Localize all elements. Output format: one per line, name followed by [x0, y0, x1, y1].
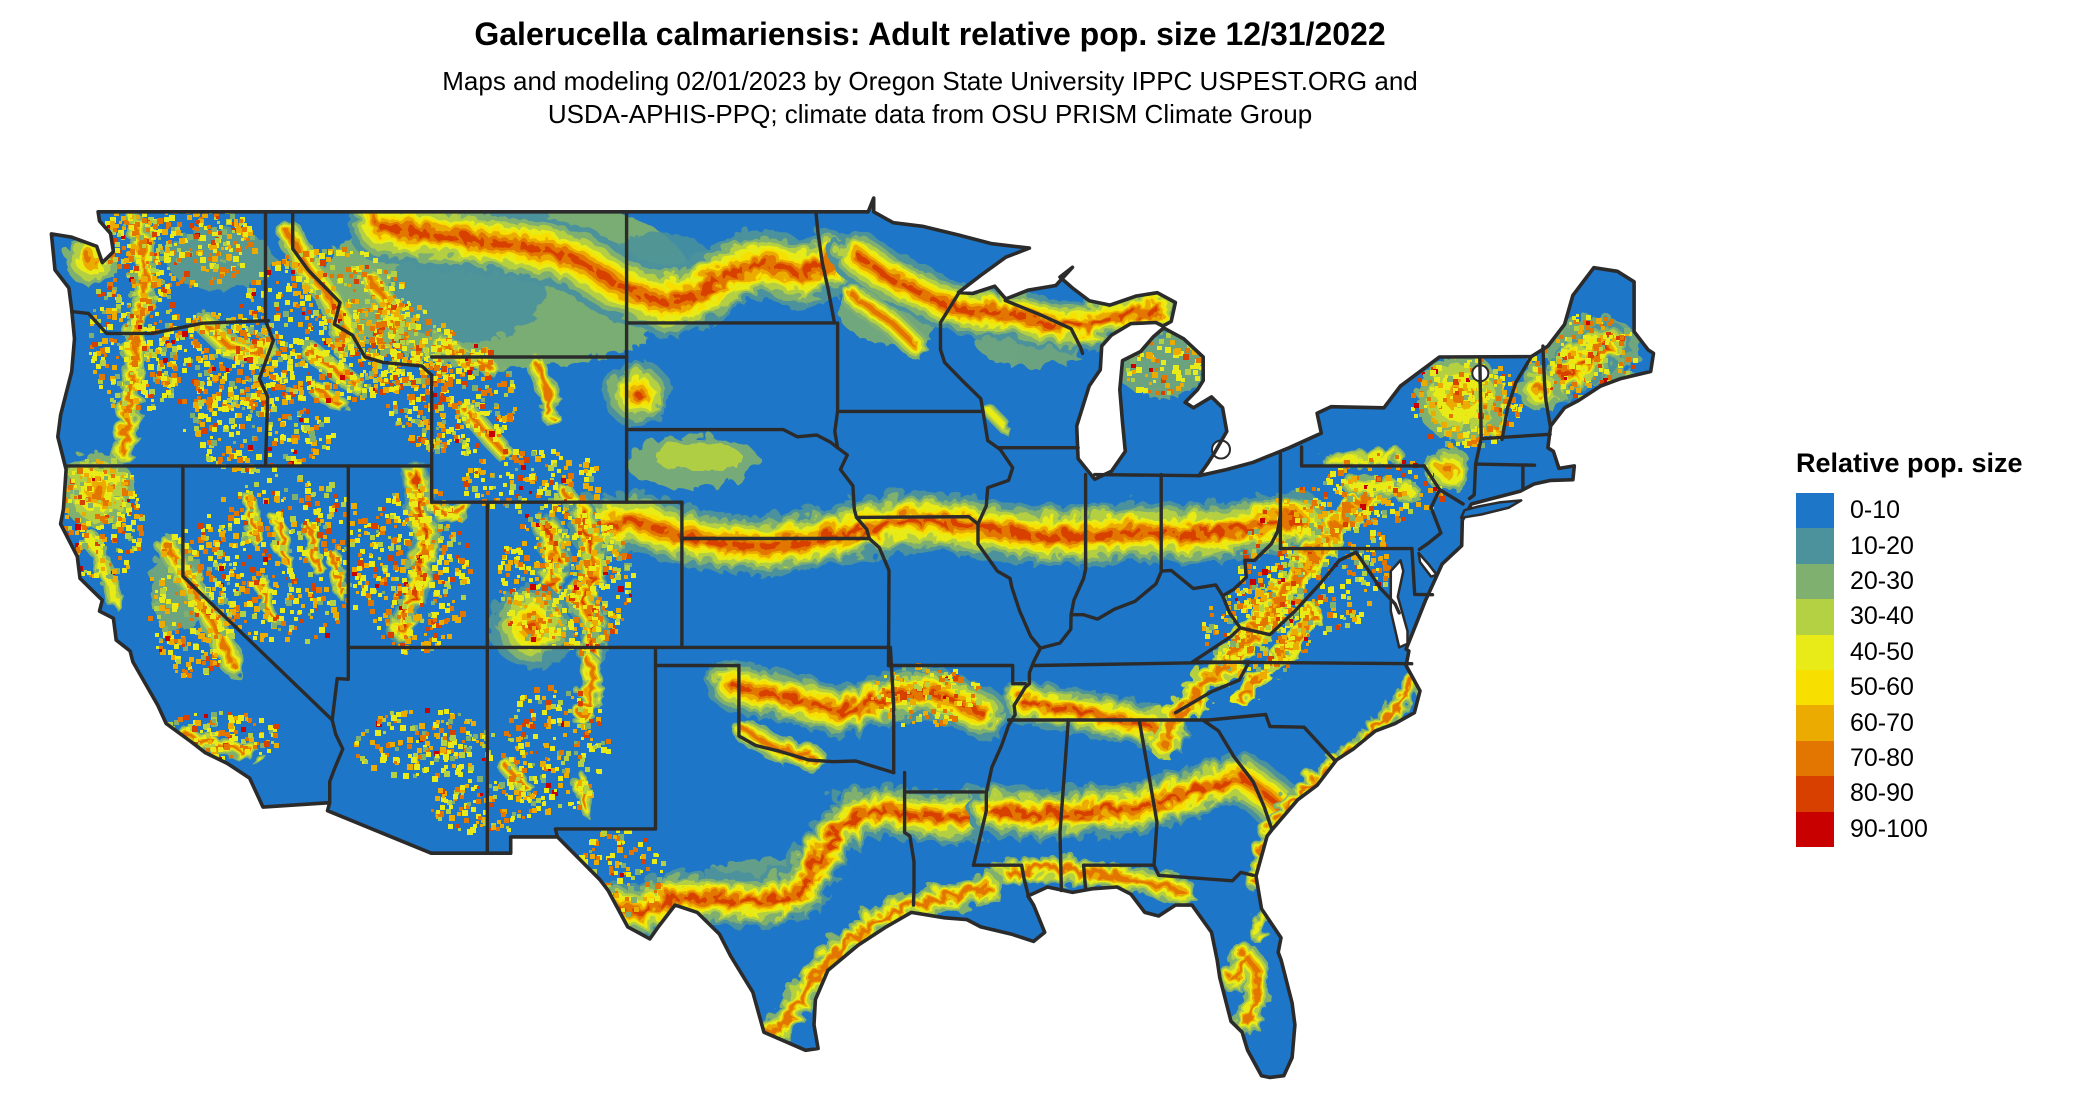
- legend-item: 70-80: [1796, 740, 2096, 777]
- legend-item: 80-90: [1796, 776, 2096, 812]
- figure-title: Galerucella calmariensis: Adult relative…: [474, 16, 1386, 52]
- legend-bin-label: 70-80: [1850, 743, 1914, 772]
- legend-swatch: [1796, 563, 1834, 600]
- legend-item: 10-20: [1796, 528, 2096, 564]
- legend-bin-label: 0-10: [1850, 496, 1901, 525]
- legend-swatch: [1796, 740, 1834, 777]
- legend-item: 60-70: [1796, 705, 2096, 741]
- legend-swatch: [1796, 776, 1834, 812]
- legend-title: Relative pop. size: [1796, 448, 2023, 478]
- legend-bin-label: 50-60: [1850, 673, 1914, 702]
- legend-item: 40-50: [1796, 634, 2096, 670]
- legend-swatch: [1796, 705, 1834, 741]
- legend-item: 0-10: [1796, 493, 2096, 529]
- figure-subtitle-line1: Maps and modeling 02/01/2023 by Oregon S…: [442, 66, 1418, 96]
- legend-bin-label: 60-70: [1850, 708, 1914, 737]
- legend-bin-label: 40-50: [1850, 637, 1914, 666]
- legend-bin-label: 10-20: [1850, 531, 1914, 560]
- legend-item: 30-40: [1796, 599, 2096, 635]
- legend: Relative pop. size 0-10 10-20 20-30 30-40 40…: [1796, 448, 2096, 847]
- legend-swatch: [1796, 528, 1834, 564]
- legend-item: 20-30: [1796, 563, 2096, 600]
- legend-item: 90-100: [1796, 811, 2096, 847]
- legend-swatch: [1796, 811, 1834, 847]
- legend-swatch: [1796, 669, 1834, 706]
- legend-bin-label: 80-90: [1850, 779, 1914, 808]
- figure-subtitle: Maps and modeling 02/01/2023 by Oregon S…: [0, 65, 1860, 131]
- legend-items: 0-10 10-20 20-30 30-40 40-50 50-60 60-70 70-80 8…: [1796, 493, 2096, 847]
- legend-item: 50-60: [1796, 669, 2096, 706]
- legend-bin-label: 20-30: [1850, 566, 1914, 595]
- legend-bin-label: 30-40: [1850, 602, 1914, 631]
- legend-bin-label: 90-100: [1850, 814, 1928, 843]
- legend-swatch: [1796, 599, 1834, 635]
- figure-header: Galerucella calmariensis: Adult relative…: [0, 16, 1860, 131]
- legend-swatch: [1796, 634, 1834, 670]
- figure-subtitle-line2: USDA-APHIS-PPQ; climate data from OSU PR…: [547, 99, 1313, 129]
- legend-swatch: [1796, 493, 1834, 529]
